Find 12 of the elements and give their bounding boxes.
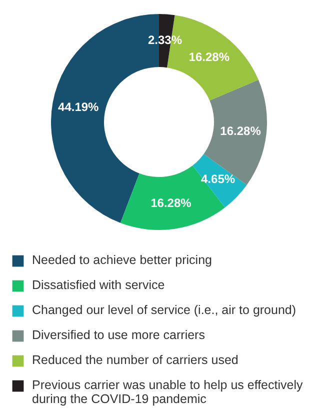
legend-label: Diversified to use more carriers (32, 328, 205, 342)
legend-label: Dissatisfied with service (32, 278, 165, 292)
data-label: 2.33% (148, 33, 182, 48)
data-label: 4.65% (201, 172, 236, 186)
legend-label: Previous carrier was unable to help us effectively during the COVID-19 pandemic (32, 378, 304, 406)
data-label: 16.28% (220, 124, 262, 138)
data-label: 44.19% (58, 100, 100, 114)
data-label: 16.28% (150, 196, 192, 210)
legend-label: Needed to achieve better pricing (32, 253, 212, 267)
legend-label: Reduced the number of carriers used (32, 353, 238, 367)
legend-label: Changed our level of service (i.e., air to ground) (32, 303, 296, 317)
data-label: 16.28% (188, 50, 230, 64)
